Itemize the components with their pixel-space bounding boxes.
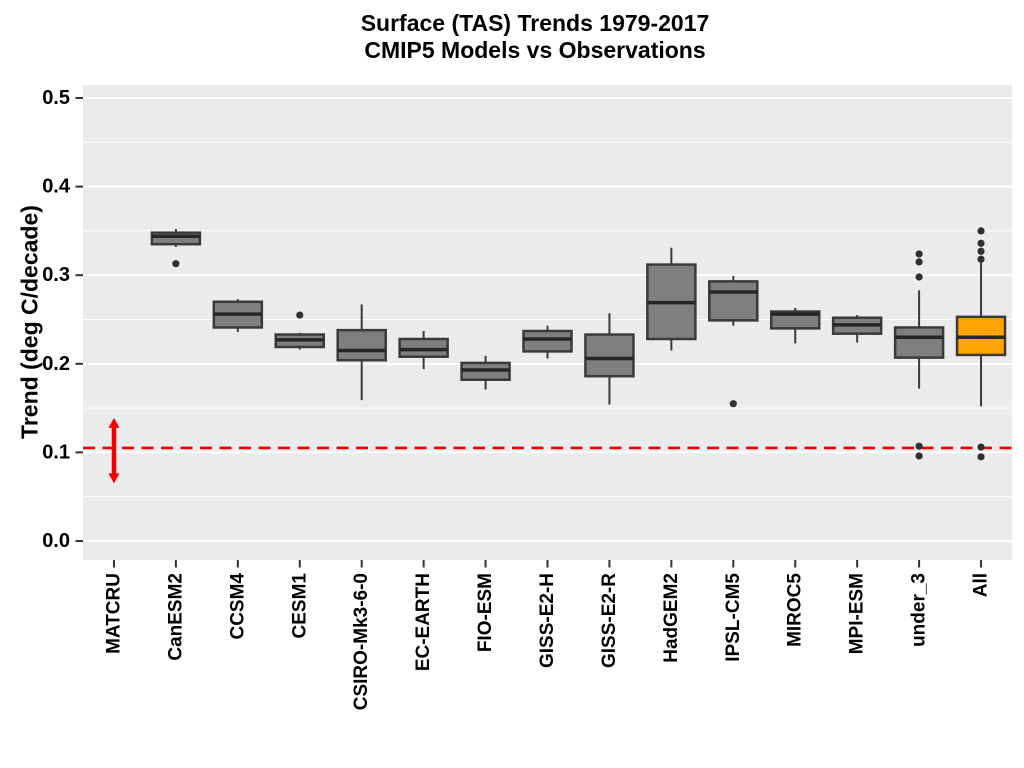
- boxplot-CESM1: [274, 311, 326, 350]
- boxplot-GISS-E2-H: [522, 325, 573, 359]
- y-tick-label: 0.4: [42, 176, 71, 198]
- y-tick-label: 0.1: [42, 441, 70, 463]
- observation-uncertainty-arrow: [108, 417, 120, 484]
- outlier-point: [915, 442, 923, 450]
- boxplot-CSIRO-Mk3-6-0: [336, 304, 387, 401]
- outlier-point: [172, 260, 180, 268]
- y-tick-label: 0.5: [42, 87, 70, 109]
- y-tick-label: 0.0: [42, 530, 70, 552]
- x-tick-label: All: [971, 573, 992, 597]
- outlier-point: [977, 239, 985, 247]
- boxplot-All: [955, 227, 1007, 461]
- box: [398, 337, 449, 358]
- outlier-point: [296, 311, 304, 319]
- outlier-point: [729, 400, 737, 408]
- boxplot-HadGEM2: [646, 247, 697, 351]
- boxplot-IPSL-CM5: [708, 276, 759, 408]
- x-tick-label: IPSL-CM5: [723, 573, 744, 662]
- y-tick-label: 0.3: [42, 264, 70, 286]
- outlier-point: [915, 258, 923, 266]
- boxplot-MIROC5: [769, 307, 821, 344]
- boxplot-under_3: [893, 250, 945, 460]
- outlier-point: [977, 247, 985, 255]
- box: [584, 333, 635, 378]
- outlier-point: [915, 250, 923, 258]
- x-tick-label: CSIRO-Mk3-6-0: [351, 573, 372, 710]
- outlier-point: [915, 273, 923, 281]
- arrowhead-top: [108, 417, 120, 428]
- boxplot-MPI-ESM: [831, 315, 883, 343]
- x-tick-label: GISS-E2-H: [537, 573, 558, 668]
- chart-title-line2: CMIP5 Models vs Observations: [364, 37, 706, 63]
- chart-title: Surface (TAS) Trends 1979-2017 CMIP5 Mod…: [40, 10, 1024, 64]
- x-tick-label: CanESM2: [165, 573, 186, 661]
- y-axis-title: Trend (deg C/decade): [16, 205, 43, 439]
- boxplot-GISS-E2-R: [584, 313, 635, 405]
- chart-title-line1: Surface (TAS) Trends 1979-2017: [360, 10, 710, 36]
- outlier-point: [915, 452, 923, 460]
- boxplot-EC-EARTH: [398, 331, 449, 370]
- box: [522, 329, 573, 353]
- boxplot-CanESM2: [150, 229, 202, 268]
- arrowhead-bottom: [108, 473, 120, 484]
- outlier-point: [977, 255, 985, 263]
- boxplot-FIO-ESM: [460, 355, 511, 390]
- x-tick-label: GISS-E2-R: [599, 573, 620, 668]
- x-tick-label: MPI-ESM: [847, 573, 868, 654]
- x-tick-label: FIO-ESM: [475, 573, 496, 652]
- x-tick-label: under_3: [909, 573, 930, 647]
- x-tick-label: CESM1: [289, 573, 310, 639]
- box: [336, 328, 387, 362]
- x-tick-label: EC-EARTH: [413, 573, 434, 671]
- outlier-point: [977, 453, 985, 461]
- outlier-point: [977, 227, 985, 235]
- outlier-point: [977, 443, 985, 451]
- x-tick-label: MATCRU: [103, 573, 124, 654]
- box: [893, 326, 945, 359]
- boxplot-CCSM4: [212, 299, 264, 332]
- box: [150, 231, 202, 246]
- x-tick-label: MIROC5: [785, 573, 806, 647]
- x-tick-label: CCSM4: [227, 573, 248, 640]
- y-tick-label: 0.2: [42, 353, 70, 375]
- x-tick-label: HadGEM2: [661, 573, 682, 663]
- box: [708, 280, 759, 322]
